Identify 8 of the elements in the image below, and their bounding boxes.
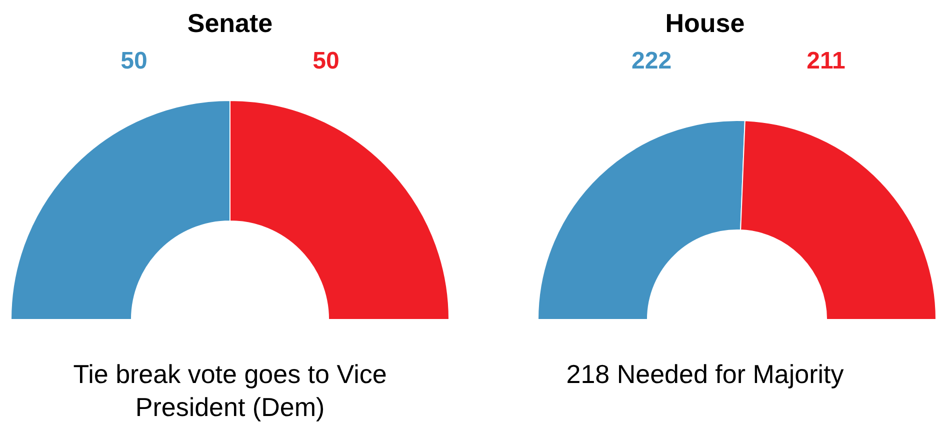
text: Tie break vote goes to Vice President (Dem) [72,358,388,424]
data-label: 50 [312,48,340,75]
text: 218 Needed for Majority [565,358,845,391]
data-label: 211 [806,48,846,75]
data-label: 50 [120,48,148,75]
chart-title: House [664,8,746,39]
data-label: 222 [631,48,672,75]
chart-title: Senate [186,8,274,39]
